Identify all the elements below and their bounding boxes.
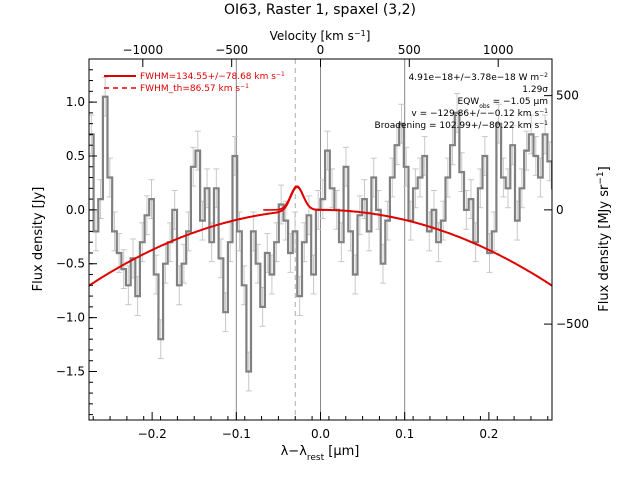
chart-title: OI63, Raster 1, spaxel (3,2) (224, 2, 416, 18)
y-tick-label: 1.0 (66, 95, 85, 109)
line-profile (263, 185, 331, 211)
right-tick-label: 0 (556, 203, 564, 217)
x-tick-label: 0.1 (395, 427, 414, 441)
x-tick-label: 0.2 (479, 427, 498, 441)
right-tick-label: −500 (556, 317, 589, 331)
annotation-velocity: v = −129.86+/−−0.12 km s−1 (411, 108, 548, 120)
y-axis: 1.0 0.5 0.0 −0.5 −1.0 −1.5 (56, 69, 97, 416)
y-tick-label: −1.5 (56, 365, 85, 379)
x-tick-label: −0.2 (138, 427, 167, 441)
top-axis: −1000 −500 0 500 1000 (122, 43, 513, 67)
right-axis: 500 0 −500 (544, 89, 589, 331)
spectrum-series-line (89, 95, 552, 373)
annotation-flux: 4.91e−18+/−3.78e−18 W m−2 (409, 72, 549, 84)
top-tick-label: 1000 (483, 43, 514, 57)
right-tick-label: 500 (556, 89, 579, 103)
annotation-sigma: 1.29σ (522, 85, 548, 95)
top-tick-label: 0 (317, 43, 325, 57)
top-tick-label: −1000 (122, 43, 163, 57)
y-axis-label: Flux density [Jy] (31, 187, 46, 292)
top-tick-label: −500 (215, 43, 248, 57)
annotations: 4.91e−18+/−3.78e−18 W m−2 1.29σ EQWobs =… (375, 72, 549, 132)
legend-entry-fwhm: FWHM=134.55+/−78.68 km s−1 (140, 71, 285, 83)
y-tick-label: −1.0 (56, 311, 85, 325)
legend: FWHM=134.55+/−78.68 km s−1 FWHM_th=86.57… (104, 71, 285, 95)
x-axis-label: λ−λrest [μm] (281, 444, 360, 463)
plot-area (88, 58, 553, 421)
right-axis-label: Flux density [MJy sr−1] (596, 166, 612, 311)
top-tick-label: 500 (398, 43, 421, 57)
legend-entry-fwhm-th: FWHM_th=86.57 km s−1 (140, 83, 249, 95)
annotation-eqw: EQWobs = −1.05 μm (458, 97, 548, 110)
y-tick-label: 0.0 (66, 203, 85, 217)
y-tick-label: −0.5 (56, 257, 85, 271)
top-axis-label: Velocity [km s−1] (270, 29, 371, 44)
reference-lines (235, 59, 406, 420)
x-tick-label: −0.1 (222, 427, 251, 441)
x-tick-label: 0.0 (311, 427, 330, 441)
x-axis: −0.2 −0.1 0.0 0.1 0.2 (92, 412, 549, 441)
y-tick-label: 0.5 (66, 149, 85, 163)
error-bars (89, 76, 552, 392)
annotation-broadening: Broadening = 102.99+/−80.22 km s−1 (375, 120, 549, 132)
